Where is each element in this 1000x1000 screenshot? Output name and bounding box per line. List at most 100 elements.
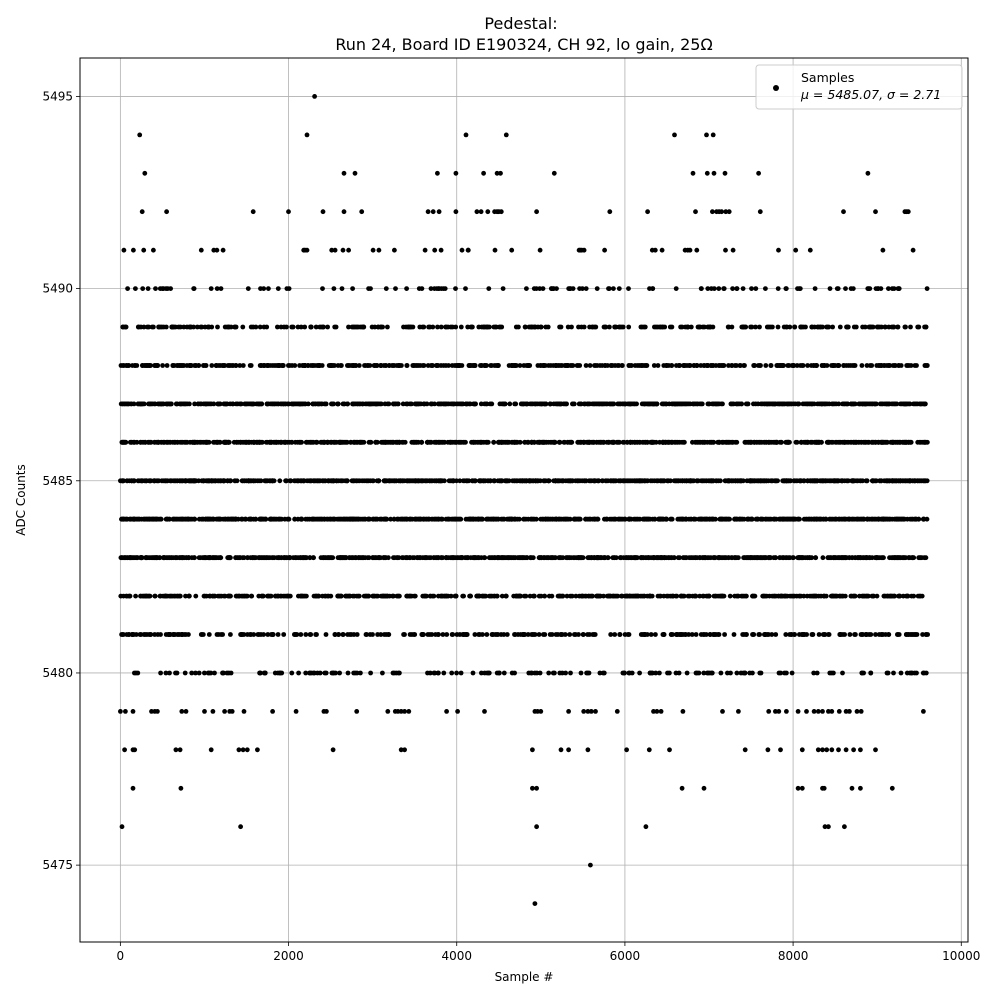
sample-point [831, 401, 837, 407]
sample-point [711, 401, 717, 407]
sample-point [343, 593, 349, 599]
sample-point [366, 439, 372, 445]
sample-point [576, 555, 582, 561]
sample-point [887, 555, 892, 561]
sample-point [315, 670, 320, 676]
sample-point [758, 516, 764, 522]
sample-point [657, 670, 662, 676]
sample-point [541, 632, 546, 637]
sample-point [873, 632, 878, 637]
sample-point [860, 478, 865, 484]
sample-point [282, 516, 288, 522]
sample-point [859, 670, 865, 676]
sample-point [690, 170, 696, 176]
sample-point [236, 747, 242, 753]
sample-point [520, 632, 526, 637]
sample-point [679, 785, 685, 791]
sample-point [185, 516, 191, 522]
sample-point [736, 478, 741, 484]
sample-point [691, 555, 697, 561]
sample-point [205, 478, 211, 484]
sample-point [642, 439, 648, 445]
sample-point [538, 401, 544, 407]
sample-point [899, 555, 905, 561]
sample-point [471, 401, 476, 407]
sample-point [135, 478, 141, 484]
sample-point [805, 439, 811, 445]
sample-point [811, 709, 817, 714]
sample-point [130, 785, 136, 791]
sample-point [907, 516, 913, 522]
sample-point [658, 555, 664, 561]
sample-point [820, 709, 825, 714]
sample-point [133, 593, 139, 599]
sample-point [552, 555, 558, 561]
sample-point [144, 478, 149, 484]
sample-point [358, 670, 363, 676]
sample-point [647, 516, 653, 522]
sample-point [443, 593, 449, 599]
sample-point [131, 439, 137, 445]
sample-point [515, 632, 521, 637]
sample-point [552, 670, 557, 676]
sample-point [785, 439, 791, 445]
sample-point [507, 401, 513, 407]
sample-point [890, 478, 895, 484]
sample-point [911, 593, 917, 599]
sample-point [405, 478, 411, 484]
sample-point [809, 632, 815, 637]
sample-point [827, 516, 832, 522]
sample-point [314, 632, 319, 637]
sample-point [316, 401, 322, 407]
sample-point [522, 478, 527, 484]
sample-point [293, 709, 299, 714]
sample-point [189, 516, 195, 522]
sample-point [744, 593, 749, 599]
sample-point [594, 555, 600, 561]
sample-point [849, 785, 855, 791]
sample-point [485, 516, 491, 522]
sample-point [470, 439, 476, 445]
sample-point [206, 555, 212, 561]
sample-point [822, 632, 828, 637]
sample-point [757, 670, 763, 676]
sample-point [180, 555, 185, 561]
sample-point [308, 478, 314, 484]
sample-point [335, 401, 341, 407]
sample-point [854, 709, 860, 714]
sample-point [571, 516, 577, 522]
sample-point [163, 670, 169, 676]
sample-point [492, 478, 497, 484]
sample-point [385, 709, 391, 714]
sample-point [527, 401, 533, 407]
sample-point [684, 670, 690, 676]
sample-point [624, 439, 630, 445]
sample-point [287, 593, 293, 599]
sample-point [265, 632, 271, 637]
sample-point [201, 478, 207, 484]
sample-point [192, 401, 198, 407]
sample-point [852, 632, 857, 637]
sample-point [829, 747, 835, 753]
sample-point [194, 439, 200, 445]
sample-point [351, 439, 357, 445]
sample-point [597, 670, 603, 676]
sample-point [796, 401, 802, 407]
sample-point [402, 709, 407, 714]
sample-point [444, 555, 450, 561]
sample-point [158, 670, 164, 676]
sample-point [652, 516, 658, 522]
sample-point [791, 516, 797, 522]
sample-point [693, 632, 699, 637]
sample-point [286, 555, 292, 561]
sample-point [882, 401, 888, 407]
sample-point [535, 709, 540, 714]
sample-point [580, 593, 585, 599]
sample-point [345, 401, 350, 407]
sample-point [261, 670, 267, 676]
sample-point [644, 401, 650, 407]
sample-point [769, 632, 775, 637]
sample-point [859, 439, 864, 445]
sample-point [566, 747, 571, 753]
sample-point [739, 478, 745, 484]
